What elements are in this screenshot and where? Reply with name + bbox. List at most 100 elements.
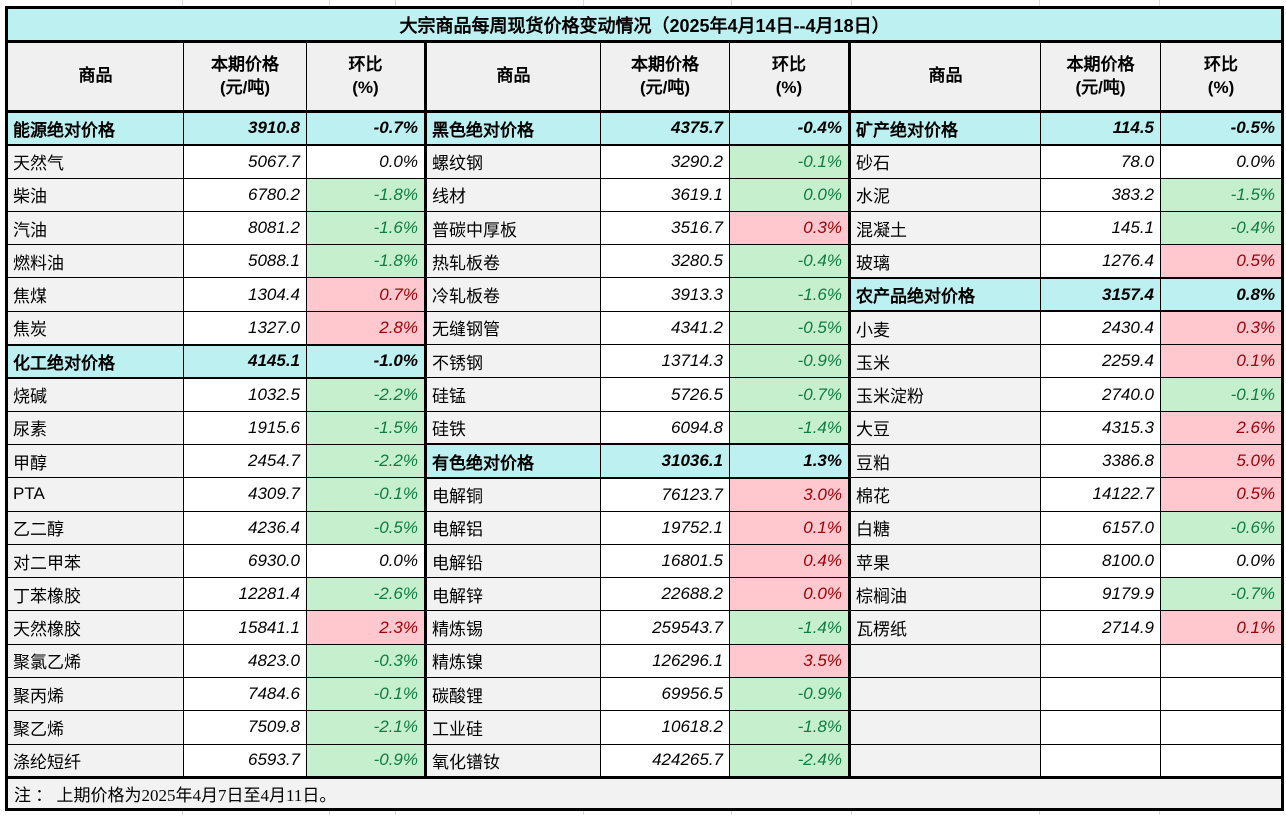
commodity-cell[interactable]: 硅锰 (425, 377, 601, 412)
price-cell[interactable]: 8100.0 (1040, 543, 1161, 579)
header-commodity[interactable]: 商品 (425, 41, 601, 113)
price-cell[interactable]: 2430.4 (1040, 310, 1161, 346)
commodity-cell[interactable]: 混凝土 (849, 210, 1041, 246)
price-cell[interactable] (1040, 710, 1161, 745)
price-cell[interactable]: 4236.4 (183, 510, 307, 545)
price-cell[interactable]: 1915.6 (183, 410, 307, 445)
commodity-cell[interactable]: 化工绝对价格 (6, 343, 184, 379)
commodity-cell[interactable]: 天然气 (6, 144, 184, 179)
price-cell[interactable]: 78.0 (1040, 144, 1161, 179)
change-cell[interactable]: -0.9% (729, 677, 851, 712)
change-cell[interactable]: -1.8% (306, 244, 427, 279)
commodity-cell[interactable]: 冷轧板卷 (425, 277, 601, 312)
commodity-cell[interactable]: 碳酸锂 (425, 677, 601, 712)
header-commodity[interactable]: 商品 (849, 41, 1041, 113)
commodity-cell[interactable]: 能源绝对价格 (6, 110, 184, 146)
price-cell[interactable]: 6930.0 (183, 543, 307, 579)
commodity-cell[interactable]: 尿素 (6, 410, 184, 445)
price-cell[interactable]: 3619.1 (600, 177, 730, 212)
change-cell[interactable] (1159, 643, 1284, 679)
price-cell[interactable]: 3290.2 (600, 144, 730, 179)
commodity-cell[interactable]: 水泥 (849, 177, 1041, 212)
price-cell[interactable]: 126296.1 (600, 643, 730, 679)
change-cell[interactable]: -0.3% (306, 643, 427, 679)
commodity-cell[interactable]: 焦炭 (6, 310, 184, 346)
change-cell[interactable]: -0.7% (729, 377, 851, 412)
change-cell[interactable]: -0.1% (306, 477, 427, 512)
commodity-cell[interactable]: 甲醇 (6, 443, 184, 479)
price-cell[interactable]: 114.5 (1040, 110, 1161, 146)
price-cell[interactable]: 2259.4 (1040, 344, 1161, 379)
commodity-cell[interactable]: 有色绝对价格 (425, 443, 601, 479)
commodity-cell[interactable] (849, 710, 1041, 745)
commodity-cell[interactable]: 电解铜 (425, 477, 601, 512)
change-cell[interactable]: -0.9% (729, 344, 851, 379)
change-cell[interactable]: -0.1% (306, 677, 427, 712)
change-cell[interactable]: -0.4% (729, 110, 851, 146)
price-cell[interactable]: 8081.2 (183, 210, 307, 246)
commodity-cell[interactable]: 热轧板卷 (425, 244, 601, 279)
change-cell[interactable] (1159, 710, 1284, 745)
change-cell[interactable]: -0.5% (1159, 110, 1284, 146)
change-cell[interactable]: 0.3% (1159, 310, 1284, 346)
price-cell[interactable]: 424265.7 (600, 743, 730, 778)
change-cell[interactable]: 0.0% (729, 177, 851, 212)
price-cell[interactable]: 5067.7 (183, 144, 307, 179)
price-cell[interactable]: 14122.7 (1040, 477, 1161, 512)
change-cell[interactable]: -0.4% (729, 244, 851, 279)
price-cell[interactable]: 1304.4 (183, 277, 307, 312)
price-cell[interactable]: 3516.7 (600, 210, 730, 246)
change-cell[interactable]: -2.2% (306, 443, 427, 479)
price-cell[interactable]: 4375.7 (600, 110, 730, 146)
commodity-cell[interactable]: 棕榈油 (849, 577, 1041, 612)
commodity-cell[interactable]: 丁苯橡胶 (6, 577, 184, 612)
commodity-cell[interactable]: 烧碱 (6, 377, 184, 412)
price-cell[interactable]: 2454.7 (183, 443, 307, 479)
commodity-cell[interactable]: 硅铁 (425, 410, 601, 445)
price-cell[interactable]: 2714.9 (1040, 610, 1161, 645)
commodity-cell[interactable]: 苹果 (849, 543, 1041, 579)
price-cell[interactable]: 3157.4 (1040, 276, 1161, 313)
commodity-cell[interactable]: 柴油 (6, 177, 184, 212)
change-cell[interactable]: 2.6% (1159, 410, 1284, 445)
commodity-cell[interactable]: PTA (6, 477, 184, 512)
change-cell[interactable]: 0.0% (306, 543, 427, 579)
change-cell[interactable]: 0.5% (1159, 244, 1284, 279)
change-cell[interactable]: 0.8% (1159, 276, 1284, 313)
price-cell[interactable]: 259543.7 (600, 610, 730, 645)
commodity-cell[interactable]: 精炼锡 (425, 610, 601, 645)
change-cell[interactable]: -0.6% (1159, 510, 1284, 545)
change-cell[interactable]: -1.4% (729, 410, 851, 445)
commodity-cell[interactable] (849, 743, 1041, 778)
price-cell[interactable]: 3910.8 (183, 110, 307, 146)
price-cell[interactable]: 1327.0 (183, 310, 307, 346)
commodity-cell[interactable] (849, 677, 1041, 712)
commodity-cell[interactable]: 氧化镨钕 (425, 743, 601, 778)
change-cell[interactable]: -0.9% (306, 743, 427, 778)
change-cell[interactable]: 0.1% (1159, 344, 1284, 379)
change-cell[interactable]: -0.4% (1159, 210, 1284, 246)
change-cell[interactable]: -0.7% (1159, 577, 1284, 612)
price-cell[interactable]: 3280.5 (600, 244, 730, 279)
change-cell[interactable]: 0.0% (729, 577, 851, 612)
change-cell[interactable]: -0.5% (729, 310, 851, 346)
change-cell[interactable]: -1.6% (306, 210, 427, 246)
price-cell[interactable]: 9179.9 (1040, 577, 1161, 612)
commodity-cell[interactable]: 电解锌 (425, 577, 601, 612)
price-cell[interactable]: 7509.8 (183, 710, 307, 745)
price-cell[interactable]: 16801.5 (600, 543, 730, 579)
commodity-cell[interactable]: 大豆 (849, 410, 1041, 445)
price-cell[interactable]: 4823.0 (183, 643, 307, 679)
price-cell[interactable]: 2740.0 (1040, 377, 1161, 412)
commodity-cell[interactable]: 天然橡胶 (6, 610, 184, 645)
commodity-cell[interactable]: 聚丙烯 (6, 677, 184, 712)
commodity-cell[interactable]: 砂石 (849, 144, 1041, 179)
change-cell[interactable]: -1.8% (306, 177, 427, 212)
price-cell[interactable]: 10618.2 (600, 710, 730, 745)
change-cell[interactable]: -2.4% (729, 743, 851, 778)
commodity-cell[interactable]: 焦煤 (6, 277, 184, 312)
price-cell[interactable]: 69956.5 (600, 677, 730, 712)
commodity-cell[interactable]: 黑色绝对价格 (425, 110, 601, 146)
commodity-cell[interactable] (849, 643, 1041, 679)
change-cell[interactable]: -1.4% (729, 610, 851, 645)
